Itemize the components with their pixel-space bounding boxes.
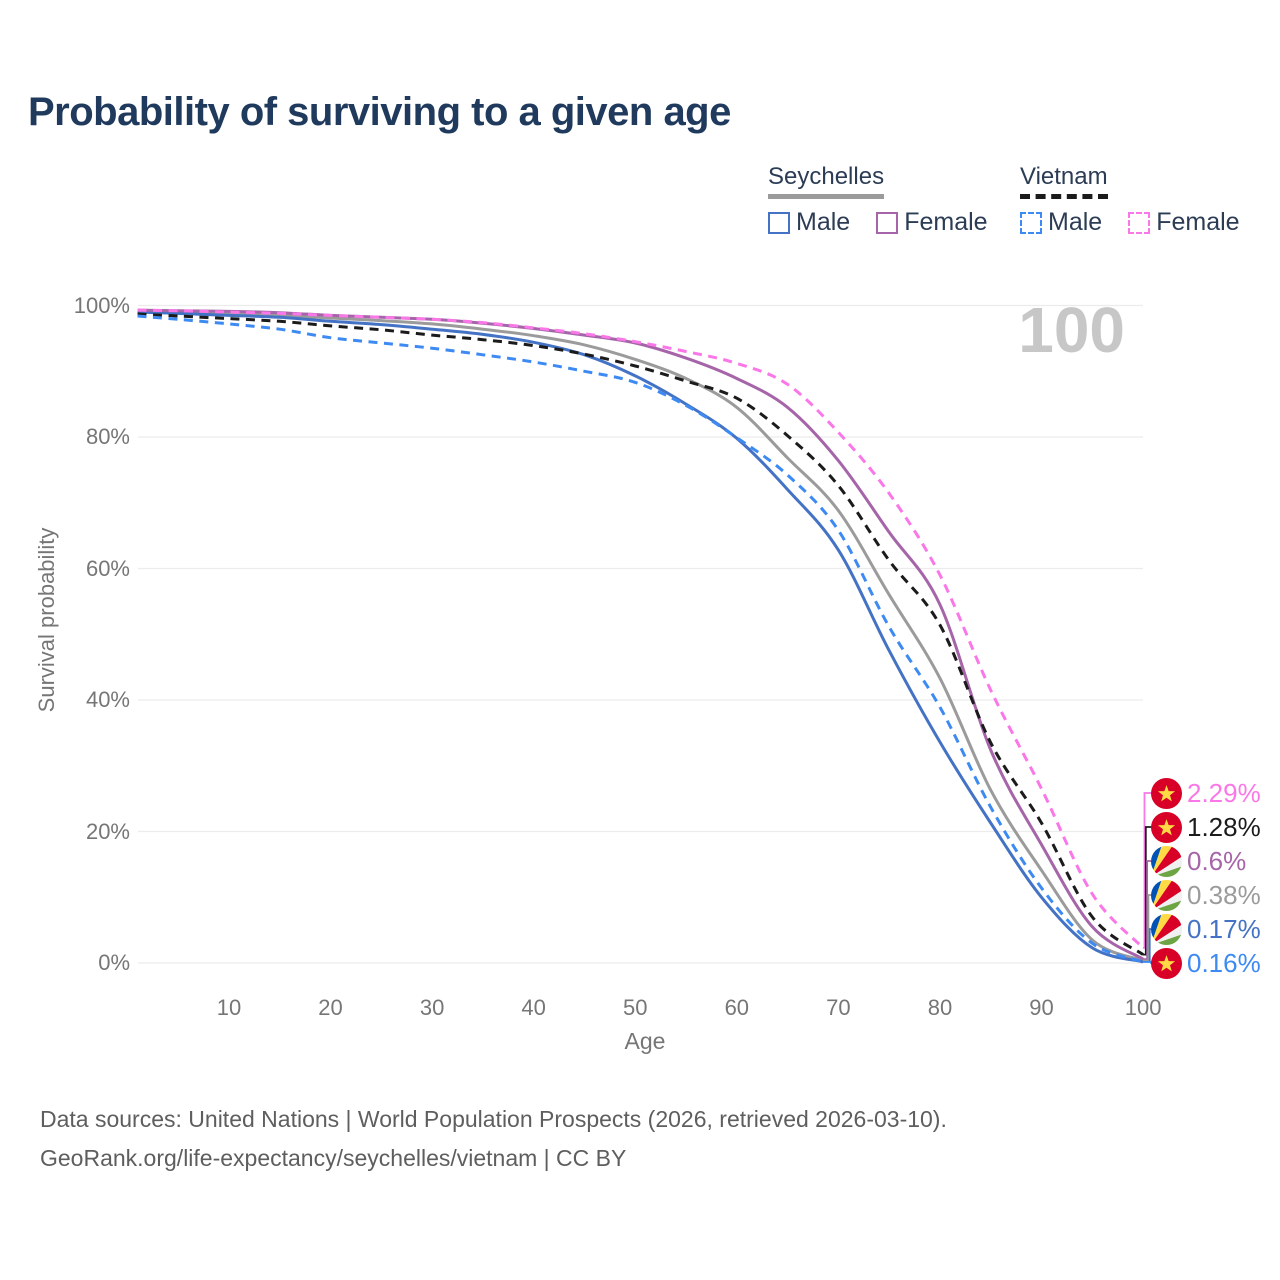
y-tick-label: 20% bbox=[85, 818, 130, 844]
max-age-watermark: 100 bbox=[1018, 294, 1125, 366]
x-axis-title: Age bbox=[624, 1028, 666, 1054]
vietnam-flag-icon bbox=[1151, 811, 1182, 843]
footer-attribution-line: GeoRank.org/life-expectancy/seychelles/v… bbox=[40, 1145, 627, 1171]
seychelles-line bbox=[137, 309, 1144, 962]
legend-item-seychelles-male[interactable]: Male bbox=[768, 208, 850, 237]
y-axis-title: Survival probability bbox=[34, 527, 59, 713]
legend-swatch-seychelles-female bbox=[876, 211, 899, 234]
legend-item-vietnam-female[interactable]: Female bbox=[1128, 208, 1240, 237]
vietnam-male-line bbox=[137, 314, 1144, 964]
end-label-value: 0.16% bbox=[1187, 947, 1261, 978]
vietnam-line-style-sample bbox=[1020, 194, 1108, 199]
vietnam-flag-icon bbox=[1151, 777, 1182, 809]
x-tick-label: 30 bbox=[419, 995, 445, 1020]
x-tick-label: 60 bbox=[724, 995, 750, 1020]
legend-item-label: Male bbox=[1048, 208, 1103, 236]
seychelles-flag-icon bbox=[1151, 845, 1182, 877]
x-tick-label: 10 bbox=[216, 995, 242, 1020]
x-tick-label: 20 bbox=[318, 995, 343, 1020]
vietnam-line bbox=[137, 312, 1144, 956]
y-tick-label: 0% bbox=[98, 950, 130, 975]
y-tick-label: 40% bbox=[85, 687, 130, 712]
end-label-row-seychelles-female: 0.6% bbox=[1151, 844, 1246, 878]
y-tick-label: 100% bbox=[73, 292, 130, 318]
x-tick-label: 40 bbox=[521, 995, 546, 1020]
legend-group-label-seychelles: Seychelles bbox=[768, 163, 885, 190]
seychelles-flag-icon bbox=[1151, 913, 1182, 945]
end-label-connector bbox=[1143, 860, 1152, 960]
footer-sources-line: Data sources: United Nations | World Pop… bbox=[40, 1106, 947, 1132]
legend-item-vietnam-male[interactable]: Male bbox=[1020, 208, 1102, 237]
legend-group-vietnam: Vietnam Male Female bbox=[1020, 163, 1240, 237]
end-label-connector bbox=[1143, 792, 1152, 949]
x-tick-label: 80 bbox=[927, 995, 953, 1020]
vietnam-female-line bbox=[137, 308, 1145, 949]
seychelles-flag-icon bbox=[1151, 879, 1182, 911]
end-label-value: 0.6% bbox=[1187, 845, 1247, 876]
x-tick-label: 70 bbox=[826, 995, 851, 1020]
legend-group-seychelles: Seychelles Male Female bbox=[768, 163, 988, 237]
end-label-connector bbox=[1143, 894, 1152, 962]
legend-item-label: Female bbox=[1156, 208, 1240, 236]
legend-item-label: Male bbox=[796, 208, 851, 236]
end-label-row-vietnam-male: 0.16% bbox=[1151, 946, 1261, 980]
legend-item-label: Female bbox=[904, 208, 988, 236]
end-label-row-seychelles: 0.38% bbox=[1151, 878, 1261, 912]
end-label-value: 1.28% bbox=[1187, 811, 1261, 842]
x-tick-label: 100 bbox=[1124, 995, 1162, 1020]
legend-item-seychelles-female[interactable]: Female bbox=[876, 208, 988, 237]
seychelles-female-line bbox=[137, 308, 1144, 961]
vietnam-flag-icon bbox=[1151, 947, 1182, 979]
end-label-value: 0.38% bbox=[1187, 879, 1261, 910]
end-label-row-vietnam: 1.28% bbox=[1151, 810, 1261, 844]
x-tick-label: 50 bbox=[623, 995, 648, 1020]
end-label-row-seychelles-male: 0.17% bbox=[1151, 912, 1261, 946]
legend: Seychelles Male Female Vietnam bbox=[0, 163, 1280, 243]
legend-group-label-vietnam: Vietnam bbox=[1020, 163, 1108, 190]
legend-swatch-vietnam-male bbox=[1020, 211, 1042, 234]
y-tick-label: 80% bbox=[85, 424, 130, 449]
end-label-value: 2.29% bbox=[1187, 777, 1261, 808]
end-label-connector bbox=[1143, 826, 1152, 956]
legend-swatch-vietnam-female bbox=[1128, 211, 1151, 234]
seychelles-male-line bbox=[137, 310, 1144, 964]
end-label-row-vietnam-female: 2.29% bbox=[1151, 776, 1261, 810]
seychelles-line-style-sample bbox=[768, 194, 885, 199]
page-title: Probability of surviving to a given age bbox=[28, 90, 731, 134]
legend-swatch-seychelles-male bbox=[768, 211, 790, 234]
y-tick-label: 60% bbox=[85, 555, 130, 581]
x-tick-label: 90 bbox=[1029, 995, 1054, 1020]
end-label-value: 0.17% bbox=[1187, 913, 1261, 944]
footer: Data sources: United Nations | World Pop… bbox=[40, 1100, 947, 1178]
